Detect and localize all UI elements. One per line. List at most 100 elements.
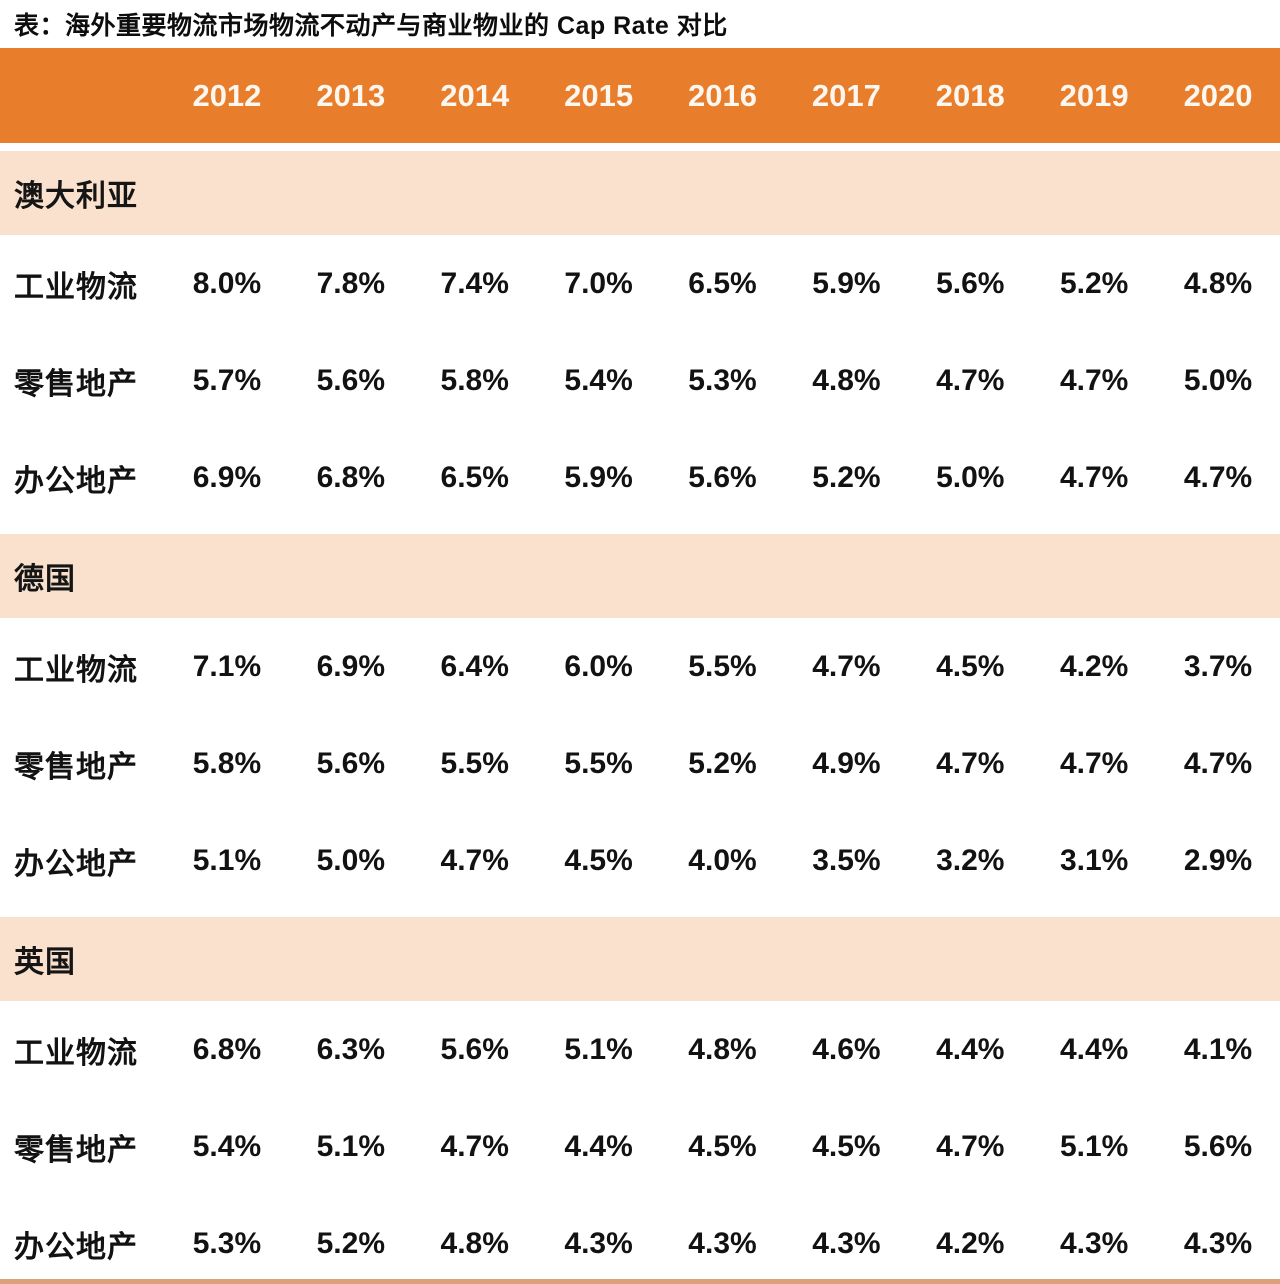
value-cell: 4.0% (688, 843, 757, 877)
value-cell: 5.1% (316, 1129, 386, 1163)
year-header-cell: 2020 (1183, 77, 1253, 113)
row-label: 办公地产 (14, 464, 138, 498)
value-cell: 4.3% (564, 1226, 633, 1260)
row-label: 办公地产 (14, 1230, 138, 1264)
value-cell: 4.7% (936, 1129, 1005, 1163)
section-band: 澳大利亚 (0, 151, 1280, 235)
value-cell: 6.3% (316, 1032, 386, 1066)
value-cell: 4.3% (812, 1226, 881, 1260)
value-cell: 3.7% (1183, 649, 1253, 683)
section-gap (0, 143, 1280, 151)
value-cell: 4.7% (1183, 746, 1253, 780)
value-cell: 5.6% (936, 266, 1005, 300)
value-cell: 4.7% (1059, 363, 1129, 397)
value-cell: 8.0% (192, 266, 262, 300)
section-band: 英国 (0, 917, 1280, 1001)
row-label: 零售地产 (14, 367, 138, 401)
table-row: 零售地产 5.8% 5.6% 5.5% 5.5% 5.2% 4.9% 4.7% 4.7% 4.7% (0, 715, 1280, 812)
value-cell: 5.3% (192, 1226, 262, 1260)
value-cell: 6.9% (192, 460, 262, 494)
value-cell: 5.0% (316, 843, 386, 877)
table-row: 工业物流 8.0% 7.8% 7.4% 7.0% 6.5% 5.9% 5.6% 5.2% 4.8% (0, 235, 1280, 332)
value-cell: 6.8% (192, 1032, 262, 1066)
year-header-cell: 2013 (316, 77, 386, 113)
value-cell: 6.4% (440, 649, 509, 683)
value-cell: 4.7% (1059, 460, 1129, 494)
value-cell: 6.0% (564, 649, 633, 683)
table-row: 工业物流 6.8% 6.3% 5.6% 5.1% 4.8% 4.6% 4.4% 4.4% 4.1% (0, 1001, 1280, 1098)
value-cell: 4.2% (1059, 649, 1129, 683)
value-cell: 5.5% (440, 746, 509, 780)
value-cell: 5.1% (192, 843, 262, 877)
value-cell: 5.2% (316, 1226, 386, 1260)
value-cell: 7.1% (192, 649, 262, 683)
value-cell: 4.4% (564, 1129, 633, 1163)
value-cell: 4.7% (812, 649, 881, 683)
value-cell: 4.9% (812, 746, 881, 780)
value-cell: 4.7% (1059, 746, 1129, 780)
table-header-row: 2012 2013 2014 2015 2016 2017 2018 2019 2020 (0, 48, 1280, 143)
value-cell: 5.0% (936, 460, 1005, 494)
bottom-accent-bar (0, 1279, 1280, 1284)
row-label: 零售地产 (14, 1133, 138, 1167)
table-row: 办公地产 6.9% 6.8% 6.5% 5.9% 5.6% 5.2% 5.0% 4.7% 4.7% (0, 429, 1280, 526)
year-header-cell: 2017 (811, 77, 881, 113)
value-cell: 5.2% (688, 746, 757, 780)
value-cell: 4.7% (440, 843, 509, 877)
page-title: 表：海外重要物流市场物流不动产与商业物业的 Cap Rate 对比 (14, 12, 728, 40)
value-cell: 4.4% (936, 1032, 1005, 1066)
value-cell: 4.5% (936, 649, 1005, 683)
value-cell: 4.8% (688, 1032, 757, 1066)
value-cell: 5.6% (316, 746, 386, 780)
value-cell: 4.3% (1183, 1226, 1253, 1260)
year-header-cell: 2014 (440, 77, 510, 113)
row-label: 工业物流 (14, 270, 138, 304)
value-cell: 7.0% (564, 266, 633, 300)
section-label: 英国 (14, 946, 76, 979)
value-cell: 4.3% (688, 1226, 757, 1260)
value-cell: 4.7% (1183, 460, 1253, 494)
table-row: 办公地产 5.1% 5.0% 4.7% 4.5% 4.0% 3.5% 3.2% 3.1% 2.9% (0, 812, 1280, 909)
value-cell: 6.8% (316, 460, 386, 494)
value-cell: 5.2% (812, 460, 881, 494)
row-label: 办公地产 (14, 847, 138, 881)
value-cell: 5.1% (564, 1032, 633, 1066)
value-cell: 5.7% (192, 363, 262, 397)
value-cell: 5.6% (688, 460, 757, 494)
section-label: 德国 (14, 563, 76, 596)
table-row: 办公地产 5.3% 5.2% 4.8% 4.3% 4.3% 4.3% 4.2% 4.3% 4.3% (0, 1195, 1280, 1284)
value-cell: 5.9% (812, 266, 881, 300)
value-cell: 5.6% (1183, 1129, 1253, 1163)
value-cell: 6.5% (688, 266, 757, 300)
value-cell: 5.3% (688, 363, 757, 397)
value-cell: 4.8% (440, 1226, 509, 1260)
value-cell: 5.6% (316, 363, 386, 397)
row-label: 零售地产 (14, 750, 138, 784)
value-cell: 5.6% (440, 1032, 509, 1066)
value-cell: 5.8% (440, 363, 509, 397)
value-cell: 5.5% (564, 746, 633, 780)
table-row: 零售地产 5.7% 5.6% 5.8% 5.4% 5.3% 4.8% 4.7% 4.7% 5.0% (0, 332, 1280, 429)
value-cell: 4.5% (812, 1129, 881, 1163)
row-label: 工业物流 (14, 1036, 138, 1070)
section-gap (0, 909, 1280, 917)
value-cell: 4.6% (812, 1032, 881, 1066)
value-cell: 5.9% (564, 460, 633, 494)
value-cell: 4.7% (936, 363, 1005, 397)
section-gap (0, 526, 1280, 534)
value-cell: 4.8% (812, 363, 881, 397)
section-band: 德国 (0, 534, 1280, 618)
value-cell: 6.9% (316, 649, 386, 683)
year-header-cell: 2015 (564, 77, 634, 113)
value-cell: 5.8% (192, 746, 262, 780)
value-cell: 3.1% (1059, 843, 1129, 877)
year-header-cell: 2018 (935, 77, 1005, 113)
table-row: 工业物流 7.1% 6.9% 6.4% 6.0% 5.5% 4.7% 4.5% 4.2% 3.7% (0, 618, 1280, 715)
value-cell: 4.4% (1059, 1032, 1129, 1066)
value-cell: 5.4% (192, 1129, 262, 1163)
year-header-cell: 2016 (688, 77, 757, 113)
value-cell: 5.2% (1059, 266, 1129, 300)
value-cell: 4.7% (936, 746, 1005, 780)
value-cell: 4.2% (936, 1226, 1005, 1260)
